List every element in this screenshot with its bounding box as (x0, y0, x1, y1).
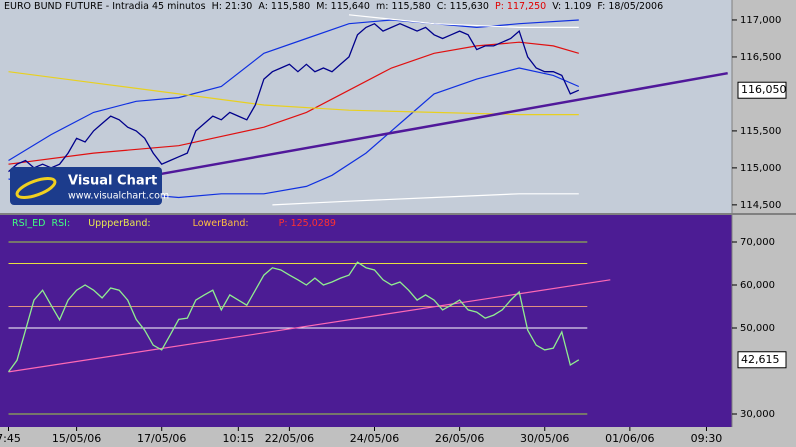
y-tick-label: 115,000 (740, 163, 781, 174)
overlay-line (8, 71, 579, 116)
overlay-line (8, 279, 611, 373)
logo-title: Visual Chart (68, 174, 157, 189)
y-tick-label: 115,500 (740, 126, 781, 137)
legend-entry: UppperBand: (88, 218, 151, 229)
x-tick-label: 24/05/06 (350, 432, 399, 445)
last-value-label: 42,615 (741, 353, 780, 366)
last-value-box (737, 81, 787, 99)
title: EURO BUND FUTURE - Intradia 45 minutos (4, 1, 206, 12)
price-line (7, 261, 580, 373)
price-line (8, 22, 580, 173)
axis-strip (732, 0, 796, 447)
overlay-line (161, 71, 728, 176)
rsi-legend: RSI_ED RSI: UppperBand: LowerBand: P: 125,0… (12, 217, 336, 230)
legend-entry: RSI_ED RSI: (12, 218, 71, 229)
overlay-line (8, 19, 579, 162)
x-tick-label: 30/05/06 (520, 432, 569, 445)
last-value-label: 116,050 (741, 83, 787, 96)
header: EURO BUND FUTURE - Intradia 45 minutos H… (4, 0, 663, 13)
logo-url: www.visualchart.com (68, 191, 169, 202)
x-tick-label: 15/05/06 (52, 432, 101, 445)
y-tick-label: 50,000 (740, 323, 775, 334)
logo: Visual Chart www.visualchart.com (10, 167, 169, 205)
rsi-panel (0, 215, 732, 427)
info: H: 21:30 A: 115,580 M: 115,640 m: 115,58… (211, 1, 489, 12)
y-tick-label: 114,500 (740, 200, 781, 211)
y-tick-label: 70,000 (740, 237, 775, 248)
overlay-line (8, 41, 579, 165)
logo-box (10, 167, 162, 205)
x-tick-label: 10:15 (222, 432, 254, 445)
x-tick-label: 09:30 (691, 432, 723, 445)
last-value-box (737, 351, 787, 369)
info2: V: 1.109 F: 18/05/2006 (552, 1, 664, 12)
x-axis-strip (0, 427, 796, 447)
legend-entry: LowerBand: (192, 218, 249, 229)
y-tick-label: 30,000 (740, 409, 775, 420)
logo-icon (15, 177, 57, 199)
x-tick-label: 7:45 (0, 432, 21, 445)
y-tick-label: 117,000 (740, 15, 781, 26)
overlay-line (348, 14, 579, 28)
x-tick-label: 17/05/06 (137, 432, 186, 445)
y-tick-label: 116,500 (740, 52, 781, 63)
x-tick-label: 01/06/06 (605, 432, 654, 445)
y-tick-label: 60,000 (740, 280, 775, 291)
legend-entry: P: 125,0289 (278, 218, 336, 229)
x-tick-label: 26/05/06 (435, 432, 484, 445)
alert: P: 117,250 (494, 1, 547, 12)
x-tick-label: 22/05/06 (265, 432, 314, 445)
overlay-line (272, 193, 579, 206)
